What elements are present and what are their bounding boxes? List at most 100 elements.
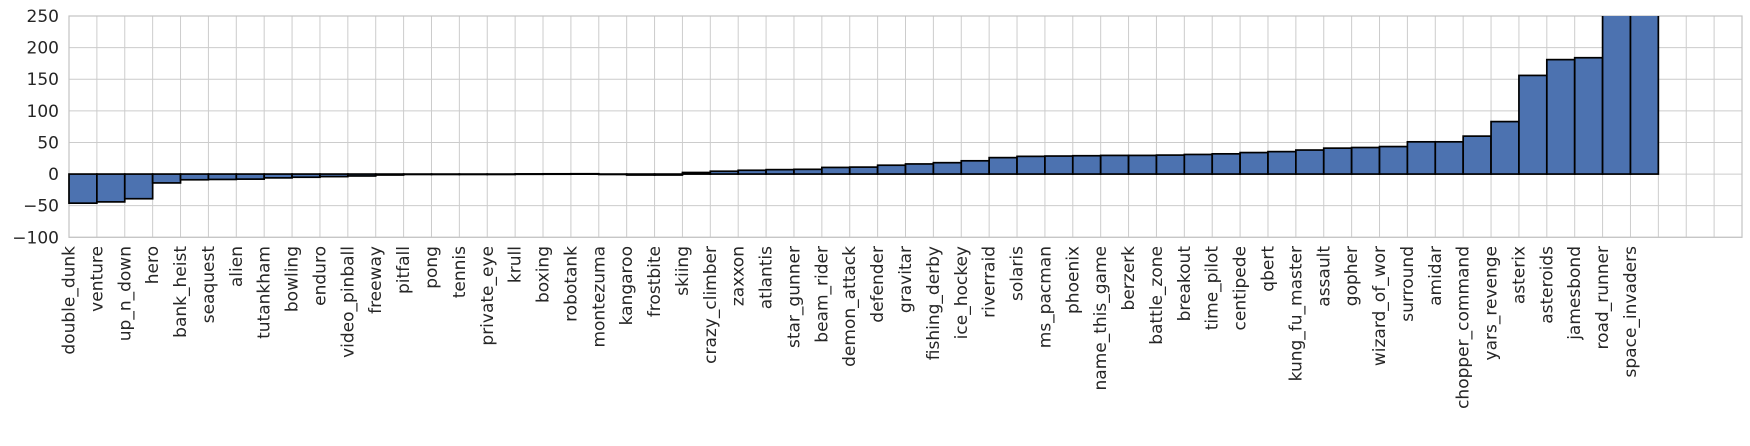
- x-tick-label: demon_attack: [840, 246, 860, 367]
- bar: [820, 166, 851, 175]
- x-tick-label: pitfall: [394, 246, 414, 294]
- x-tick-label: assault: [1314, 246, 1334, 307]
- bar: [793, 168, 823, 175]
- x-tick-label: private_eye: [478, 246, 498, 346]
- x-tick-label: centipede: [1231, 246, 1251, 330]
- x-tick-label: battle_zone: [1147, 246, 1167, 345]
- bar: [1350, 146, 1381, 175]
- x-tick-label: montezuma: [589, 246, 609, 348]
- bar: [179, 173, 210, 181]
- bar: [1071, 154, 1102, 175]
- x-tick-label: tennis: [450, 246, 470, 298]
- x-tick-label: kangaroo: [617, 246, 637, 325]
- x-tick-label: freeway: [366, 246, 386, 314]
- x-tick-label: defender: [868, 246, 888, 323]
- x-tick-label: seaquest: [199, 246, 219, 324]
- bar: [876, 164, 907, 175]
- bar: [1267, 150, 1297, 175]
- bar: [96, 173, 126, 203]
- bar: [904, 163, 935, 175]
- bar: [1239, 151, 1269, 175]
- y-tick-label: 250: [27, 7, 59, 27]
- y-tick-label: 150: [27, 70, 59, 90]
- bar: [1099, 154, 1130, 175]
- x-tick-label: video_pinball: [338, 246, 358, 358]
- y-tick-label: 0: [48, 165, 59, 185]
- y-tick-label: −100: [12, 228, 59, 248]
- bar: [1518, 74, 1548, 175]
- x-tick-label: beam_rider: [812, 246, 832, 343]
- y-tick-label: −50: [23, 197, 59, 217]
- x-tick-label: qbert: [1258, 246, 1278, 292]
- x-tick-label: krull: [506, 246, 526, 283]
- plot-border: [68, 15, 1743, 238]
- bar: [653, 173, 684, 176]
- bar: [1462, 135, 1492, 175]
- bar: [1573, 56, 1604, 175]
- bar: [235, 173, 266, 180]
- x-tick-label: tutankham: [255, 246, 275, 339]
- bar: [1127, 154, 1158, 175]
- bar: [151, 173, 182, 184]
- bar: [709, 170, 740, 175]
- x-tick-label: star_gunner: [784, 246, 804, 348]
- x-tick-label: frostbite: [645, 246, 665, 317]
- x-tick-label: zaxxon: [729, 246, 749, 306]
- x-tick-label: berzerk: [1119, 246, 1139, 311]
- x-axis-labels: double_dunk venture up_n_down hero bank_heis…: [60, 246, 1641, 409]
- bar: [291, 173, 321, 179]
- x-tick-label: boxing: [534, 246, 554, 303]
- x-tick-label: space_invaders: [1621, 246, 1641, 378]
- bar: [737, 169, 767, 175]
- bar: [346, 173, 377, 177]
- x-tick-label: ms_pacman: [1035, 246, 1055, 348]
- bar: [1183, 153, 1214, 175]
- bar: [625, 173, 656, 176]
- bar: [1295, 149, 1325, 175]
- x-tick-label: name_this_game: [1091, 246, 1111, 390]
- bar: [1211, 152, 1241, 175]
- x-tick-label: fishing_derby: [924, 246, 944, 360]
- bar: [1490, 120, 1520, 175]
- x-tick-label: alien: [227, 246, 247, 287]
- y-axis-labels: 250 200 150 100 50 0 −50 −100: [12, 7, 59, 248]
- x-tick-label: venture: [87, 246, 107, 312]
- x-tick-label: pong: [422, 246, 442, 289]
- bar: [988, 156, 1018, 175]
- x-tick-label: breakout: [1175, 246, 1195, 322]
- bar: [1044, 155, 1074, 175]
- bar: [765, 168, 795, 175]
- bar: [374, 173, 405, 176]
- bar: [1434, 140, 1465, 175]
- bar: [68, 173, 98, 205]
- bar: [1545, 58, 1576, 175]
- x-tick-label: up_n_down: [115, 246, 135, 341]
- y-tick-label: 50: [37, 133, 59, 153]
- bar: [263, 173, 293, 179]
- bar: [1016, 155, 1046, 175]
- bar: [1629, 16, 1660, 175]
- x-tick-label: gopher: [1342, 246, 1362, 306]
- x-tick-label: wizard_of_wor: [1370, 246, 1390, 366]
- x-tick-label: atlantis: [757, 246, 777, 309]
- x-tick-label: bowling: [283, 246, 303, 312]
- x-tick-label: chopper_command: [1454, 246, 1474, 409]
- x-tick-label: kung_fu_master: [1286, 246, 1306, 381]
- x-tick-label: road_runner: [1593, 246, 1613, 350]
- x-tick-label: time_pilot: [1203, 246, 1223, 331]
- x-tick-label: hero: [143, 246, 163, 284]
- x-tick-label: bank_heist: [171, 246, 191, 338]
- bar: [681, 171, 712, 175]
- x-tick-label: double_dunk: [60, 246, 80, 355]
- x-tick-label: ice_hockey: [952, 246, 972, 339]
- x-tick-label: enduro: [310, 246, 330, 306]
- bar: [1322, 147, 1353, 175]
- x-tick-label: phoenix: [1063, 246, 1083, 314]
- x-tick-label: yars_revenge: [1482, 246, 1502, 360]
- bar: [1601, 16, 1632, 175]
- x-tick-label: jamesbond: [1565, 246, 1585, 341]
- y-tick-label: 100: [27, 102, 59, 122]
- bar: [932, 161, 963, 175]
